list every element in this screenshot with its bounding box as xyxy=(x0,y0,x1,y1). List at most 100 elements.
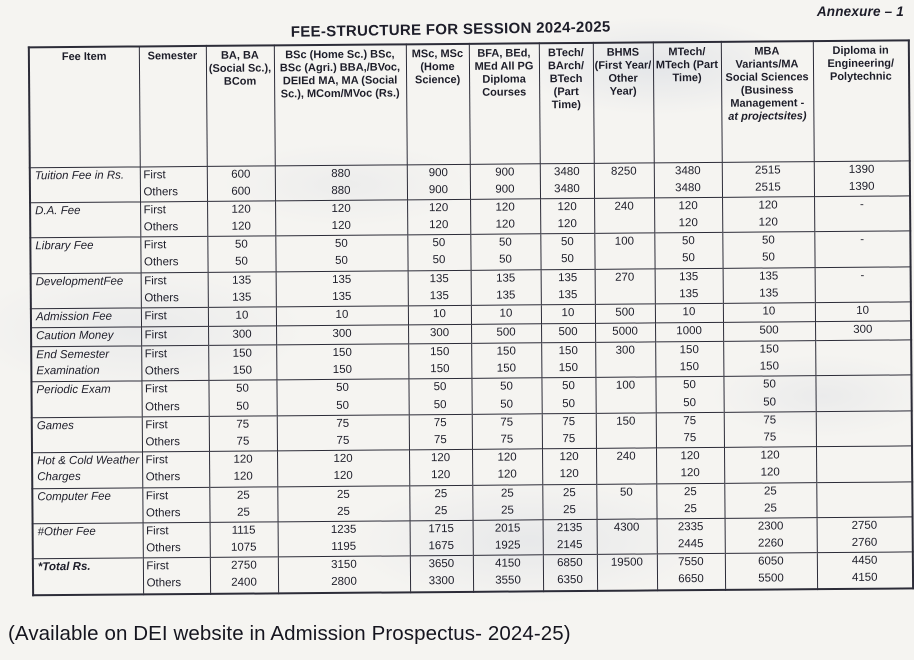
fee-item-cell: Admission Fee xyxy=(30,307,142,328)
fee-item-cell: Tuition Fee in Rs. xyxy=(29,166,141,203)
fee-value-cell: 880 880 xyxy=(274,164,408,201)
fee-item-cell: Caution Money xyxy=(31,326,142,347)
semester-cell: First Others xyxy=(140,272,208,308)
fee-value-cell: 2135 2145 xyxy=(542,519,597,556)
fee-value-cell: 150 150 xyxy=(723,340,816,377)
column-header-5: BFA, BEd, MEd All PG Diploma Courses xyxy=(468,43,540,164)
fee-value-cell: 10 xyxy=(207,306,277,327)
fee-value-cell: 4150 3550 xyxy=(472,555,544,592)
fee-value-cell: 120 120 xyxy=(723,446,817,483)
fee-item-cell: D.A. Fee xyxy=(30,201,141,239)
fee-value-cell: 900 900 xyxy=(406,163,471,200)
fee-item-cell: Hot & Cold Weather Charges xyxy=(32,452,143,489)
fee-value-cell: 50 50 xyxy=(470,234,541,270)
fee-value-cell: 300 xyxy=(595,341,656,378)
fee-value-cell: 25 25 xyxy=(277,485,410,522)
fee-value-cell: 3480 3480 xyxy=(653,161,723,198)
scanned-document-body: FEE-STRUCTURE FOR SESSION 2024-2025 Fee … xyxy=(27,17,914,596)
semester-cell: First xyxy=(141,326,209,346)
fee-value-cell: 2515 2515 xyxy=(721,161,815,198)
fee-value-cell: 120 120 xyxy=(722,196,815,233)
fee-value-cell: 900 900 xyxy=(469,163,541,200)
fee-value-cell: 135 135 xyxy=(654,267,723,304)
column-header-4: MSc, MSc (Home Science) xyxy=(405,43,470,165)
fee-value-cell: 50 50 xyxy=(471,378,542,415)
column-header-8: MTech/ MTech (Part Time) xyxy=(652,41,722,163)
semester-cell: First Others xyxy=(142,557,211,595)
fee-value-cell: 1000 xyxy=(655,322,724,342)
fee-value-cell: 135 135 xyxy=(470,269,541,306)
fee-item-cell: DevelopmentFee xyxy=(30,272,141,309)
fee-value-cell: 5000 xyxy=(595,322,656,343)
fee-item-cell: Periodic Exam xyxy=(31,381,142,418)
fee-item-cell: End Semester Examination xyxy=(31,345,142,383)
fee-value-cell: 50 xyxy=(596,483,657,520)
fee-value-cell xyxy=(815,410,912,447)
fee-value-cell: 150 150 xyxy=(408,343,472,380)
fee-value-cell: 240 xyxy=(594,197,655,234)
fee-value-cell xyxy=(815,339,912,377)
column-header-6: BTech/ BArch/ BTech (Part Time) xyxy=(538,42,594,164)
fee-value-cell: 150 150 xyxy=(208,344,277,381)
fee-value-cell: 50 50 xyxy=(654,232,723,269)
column-header-9: MBA Variants/MA Social Sciences (Busines… xyxy=(720,41,814,162)
fee-value-cell: 1390 1390 xyxy=(813,160,911,197)
semester-cell: First Others xyxy=(142,522,210,559)
fee-value-cell: 120 120 xyxy=(471,448,543,485)
fee-value-cell: 50 50 xyxy=(722,231,815,268)
semester-cell: First Others xyxy=(140,201,208,238)
fee-value-cell: 50 50 xyxy=(540,233,595,270)
fee-value-cell: 135 135 xyxy=(207,271,276,308)
fee-value-cell: 120 120 xyxy=(541,448,597,485)
column-header-1: Semester xyxy=(138,45,207,167)
column-header-3: BSc (Home Sc.) BSc, BSc (Agri.) BBA,/BVo… xyxy=(273,44,407,166)
fee-value-cell: 8250 xyxy=(593,162,655,199)
fee-value-cell: 240 xyxy=(595,448,657,484)
fee-value-cell: 50 50 xyxy=(723,376,816,413)
fee-value-cell: 6850 6350 xyxy=(542,554,598,591)
fee-value-cell: 50 50 xyxy=(541,377,596,414)
semester-cell: First Others xyxy=(142,486,210,523)
fee-value-cell: 2300 2260 xyxy=(724,517,817,554)
fee-value-cell: 2750 2760 xyxy=(816,516,913,553)
fee-item-cell: *Total Rs. xyxy=(32,558,144,595)
fee-value-cell: 7550 6650 xyxy=(656,553,726,591)
fee-item-cell: #Other Fee xyxy=(32,522,143,560)
fee-value-cell: 150 150 xyxy=(541,342,596,379)
fee-value-cell xyxy=(816,481,913,518)
fee-value-cell: 19500 xyxy=(596,554,658,591)
fee-value-cell: 50 50 xyxy=(407,234,471,271)
fee-value-cell: 10 xyxy=(814,301,912,322)
column-header-7: BHMS (First Year/ Other Year) xyxy=(592,42,654,163)
fee-value-cell: 10 xyxy=(407,305,472,325)
fee-value-cell: 75 75 xyxy=(541,413,596,449)
fee-value-cell: 100 xyxy=(595,377,656,414)
table-row: *Total Rs. First Others 2750 2400 3150 2800 365… xyxy=(32,552,914,595)
fee-value-cell: 3650 3300 xyxy=(409,555,474,592)
fee-item-cell: Computer Fee xyxy=(32,487,143,524)
fee-value-cell: 120 120 xyxy=(209,451,278,487)
fee-value-cell: 50 50 xyxy=(408,378,472,415)
fee-value-cell: 1715 1675 xyxy=(409,520,473,557)
fee-value-cell: 75 75 xyxy=(655,412,724,449)
fee-value-cell: 300 xyxy=(815,320,912,341)
fee-value-cell: 135 135 xyxy=(407,269,471,306)
fee-value-cell: - xyxy=(814,231,911,268)
fee-value-cell: 50 50 xyxy=(276,379,409,416)
fee-value-cell: 25 25 xyxy=(472,484,543,521)
fee-value-cell: 25 25 xyxy=(656,482,725,519)
fee-value-cell: 135 135 xyxy=(540,269,595,305)
fee-value-cell: 75 75 xyxy=(208,415,278,452)
footer-note: (Available on DEI website in Admission P… xyxy=(8,622,571,645)
fee-value-cell: 75 75 xyxy=(723,411,816,448)
fee-structure-table: Fee Item Semester BA, BA (Social Sc.), BCo… xyxy=(27,39,914,596)
fee-value-cell: 10 xyxy=(275,305,409,326)
fee-value-cell: 500 xyxy=(594,303,656,324)
fee-value-cell: 135 135 xyxy=(722,267,815,304)
fee-value-cell: 75 75 xyxy=(471,413,542,450)
fee-value-cell: 25 25 xyxy=(542,483,597,520)
fee-value-cell: 150 xyxy=(595,412,656,449)
fee-value-cell: 2015 1925 xyxy=(472,519,543,556)
fee-value-cell: 25 25 xyxy=(209,486,278,523)
fee-value-cell: 300 xyxy=(408,324,472,344)
